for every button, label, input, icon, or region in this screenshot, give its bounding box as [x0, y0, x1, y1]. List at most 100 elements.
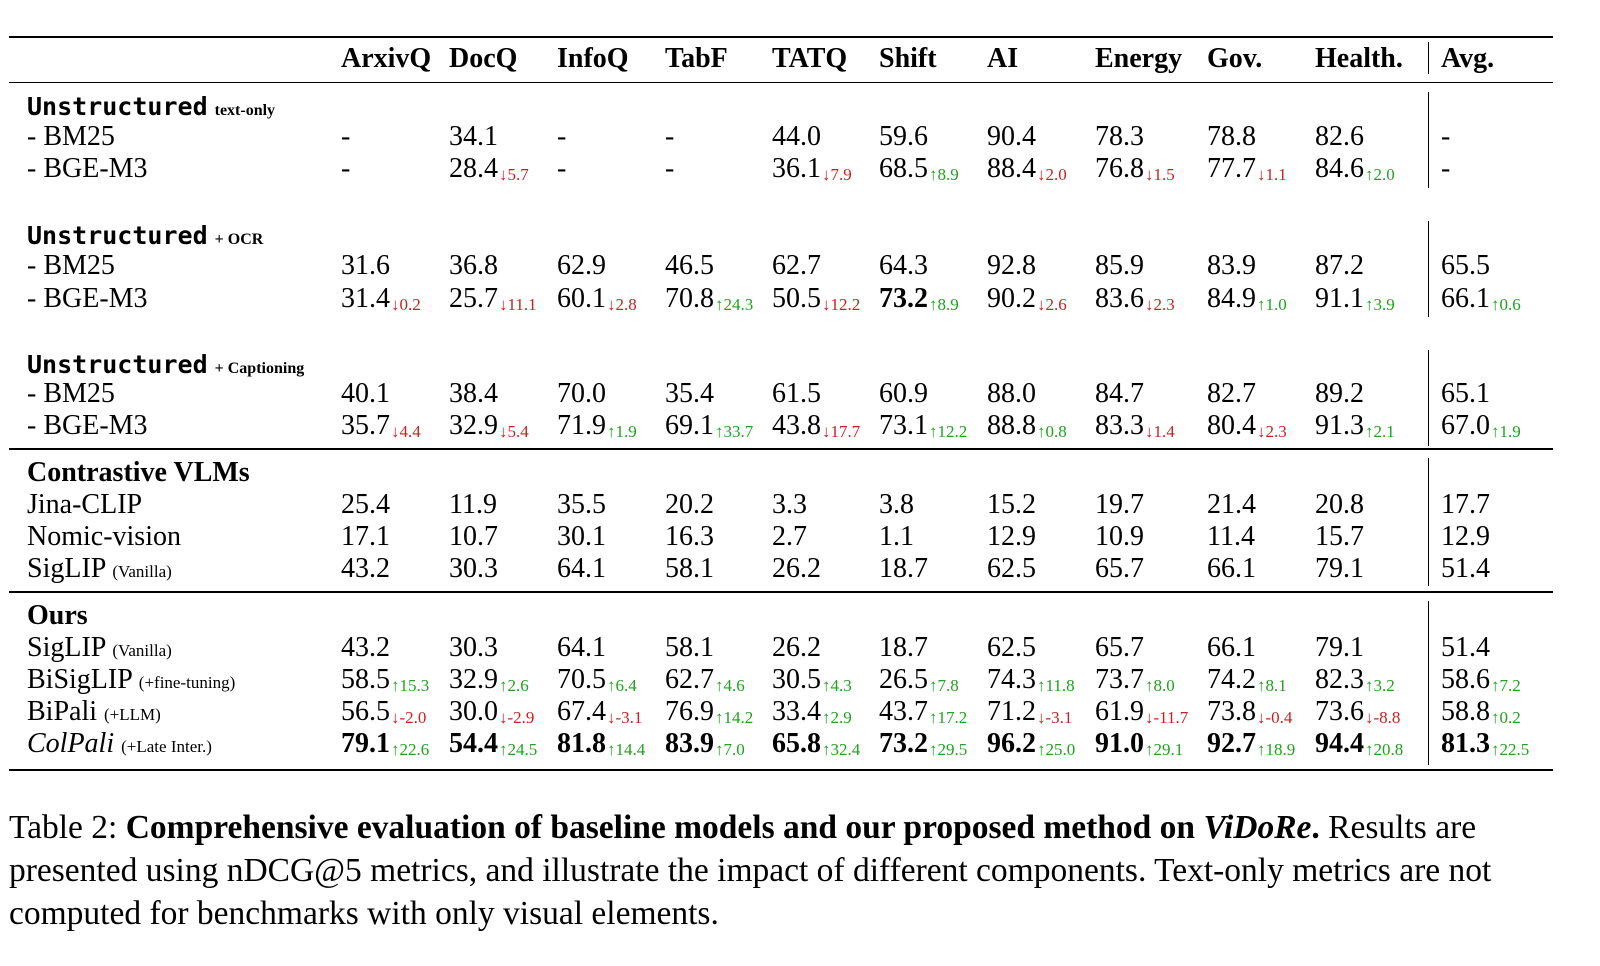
cell-value: 32.9 — [449, 410, 498, 441]
table-cell: 73.7↑8.0 — [1095, 665, 1175, 701]
column-header-arxivq: ArxivQ — [341, 43, 432, 74]
table-cell: 38.4 — [449, 379, 498, 409]
delta-increase: ↑0.8 — [1037, 422, 1067, 441]
table-cell: 62.7↑4.6 — [665, 665, 745, 701]
table-cell: 20.2 — [665, 490, 714, 520]
table-cell: 83.3↓1.4 — [1095, 411, 1175, 447]
table-cell: 82.7 — [1207, 379, 1256, 409]
row-label-name: ColPali — [27, 728, 115, 759]
cell-value: 85.9 — [1095, 250, 1144, 281]
table-cell: 30.1 — [557, 522, 606, 552]
delta-increase: ↑2.6 — [499, 676, 529, 695]
cell-value: 84.7 — [1095, 378, 1144, 409]
delta-decrease: ↓-3.1 — [1037, 708, 1073, 727]
delta-increase: ↑4.3 — [822, 676, 852, 695]
table-cell: 82.6 — [1315, 122, 1364, 152]
table-caption: Table 2: Comprehensive evaluation of bas… — [9, 806, 1569, 935]
cell-value: 35.4 — [665, 378, 714, 409]
section-rule — [9, 591, 1553, 593]
table-cell: 70.5↑6.4 — [557, 665, 637, 701]
table-cell: 58.1 — [665, 554, 714, 584]
cell-value: 11.9 — [449, 489, 497, 520]
cell-value: 65.7 — [1095, 553, 1144, 584]
delta-increase: ↑1.9 — [607, 422, 637, 441]
column-header-infoq: InfoQ — [557, 43, 629, 74]
table-cell: 46.5 — [665, 251, 714, 281]
cell-value: 31.6 — [341, 250, 390, 281]
cell-value: 38.4 — [449, 378, 498, 409]
cell-value: 30.3 — [449, 553, 498, 584]
cell-value: 79.1 — [1315, 553, 1364, 584]
cell-value: 71.9 — [557, 410, 606, 441]
column-header-gov: Gov. — [1207, 43, 1263, 74]
cell-value: 64.1 — [557, 632, 606, 663]
cell-value: 66.1 — [1207, 553, 1256, 584]
table-cell: 58.1 — [665, 633, 714, 663]
cell-value: 91.0 — [1095, 728, 1144, 759]
table-cell: 92.7↑18.9 — [1207, 729, 1295, 765]
delta-decrease: ↓-8.8 — [1365, 708, 1401, 727]
table-cell: 18.7 — [879, 633, 928, 663]
table-cell: 80.4↓2.3 — [1207, 411, 1287, 447]
cell-value: 79.1 — [1315, 632, 1364, 663]
column-header-tabf: TabF — [665, 43, 728, 74]
caption-title: Comprehensive evaluation of baseline mod… — [125, 809, 1204, 846]
cell-value: - — [1441, 121, 1451, 152]
group-label: Unstructured + Captioning — [27, 350, 304, 384]
cell-value: 25.4 — [341, 489, 390, 520]
delta-decrease: ↓12.2 — [822, 295, 861, 314]
table-cell: 79.1↑22.6 — [341, 729, 429, 765]
cell-value: 70.0 — [557, 378, 606, 409]
row-label-name: - BM25 — [27, 250, 115, 281]
table-cell: 34.1 — [449, 122, 498, 152]
cell-value: 70.5 — [557, 664, 606, 695]
cell-value: 96.2 — [987, 728, 1036, 759]
caption-prefix: Table 2: — [9, 809, 126, 846]
cell-value: 91.1 — [1315, 283, 1364, 314]
cell-value: 67.4 — [557, 696, 606, 727]
cell-value: 79.1 — [341, 728, 390, 759]
cell-value: 62.5 — [987, 553, 1036, 584]
cell-value: 31.4 — [341, 283, 390, 314]
delta-decrease: ↓0.2 — [391, 295, 421, 314]
row-label: - BM25 — [27, 379, 115, 409]
table-cell: 21.4 — [1207, 490, 1256, 520]
cell-value: 30.1 — [557, 521, 606, 552]
row-label-name: - BGE-M3 — [27, 153, 148, 184]
table-cell: 73.2↑8.9 — [879, 284, 959, 320]
table-cell: 73.1↑12.2 — [879, 411, 967, 447]
cell-value: 60.1 — [557, 283, 606, 314]
delta-increase: ↑22.6 — [391, 740, 430, 759]
row-label-name: - BGE-M3 — [27, 283, 148, 314]
cell-value: 59.6 — [879, 121, 928, 152]
table-cell: 1.1 — [879, 522, 914, 552]
delta-increase: ↑8.0 — [1145, 676, 1175, 695]
cell-value: 87.2 — [1315, 250, 1364, 281]
group-label: Unstructured + OCR — [27, 221, 263, 255]
cell-value: 12.9 — [1441, 521, 1490, 552]
table-cell: - — [665, 154, 674, 184]
cell-value: 81.8 — [557, 728, 606, 759]
avg-column-separator — [1428, 221, 1429, 317]
avg-column-separator — [1428, 601, 1429, 765]
delta-increase: ↑0.2 — [1491, 708, 1521, 727]
delta-increase: ↑6.4 — [607, 676, 637, 695]
table-cell: 44.0 — [772, 122, 821, 152]
table-cell: 66.1 — [1207, 554, 1256, 584]
cell-value: 83.3 — [1095, 410, 1144, 441]
delta-decrease: ↓2.3 — [1257, 422, 1287, 441]
table-cell: 17.7 — [1441, 490, 1490, 520]
group-label: Unstructured text-only — [27, 92, 275, 126]
delta-increase: ↑2.1 — [1365, 422, 1395, 441]
cell-value: 83.9 — [1207, 250, 1256, 281]
section-label: Ours — [27, 600, 88, 631]
table-cell: 3.3 — [772, 490, 807, 520]
table-cell: 92.8 — [987, 251, 1036, 281]
table-cell: 15.2 — [987, 490, 1036, 520]
delta-decrease: ↓7.9 — [822, 165, 852, 184]
table-cell: 33.4↑2.9 — [772, 697, 852, 733]
cell-value: 44.0 — [772, 121, 821, 152]
cell-value: 78.3 — [1095, 121, 1144, 152]
delta-increase: ↑4.6 — [715, 676, 745, 695]
row-label: BiSigLIP (+fine-tuning) — [27, 665, 235, 698]
